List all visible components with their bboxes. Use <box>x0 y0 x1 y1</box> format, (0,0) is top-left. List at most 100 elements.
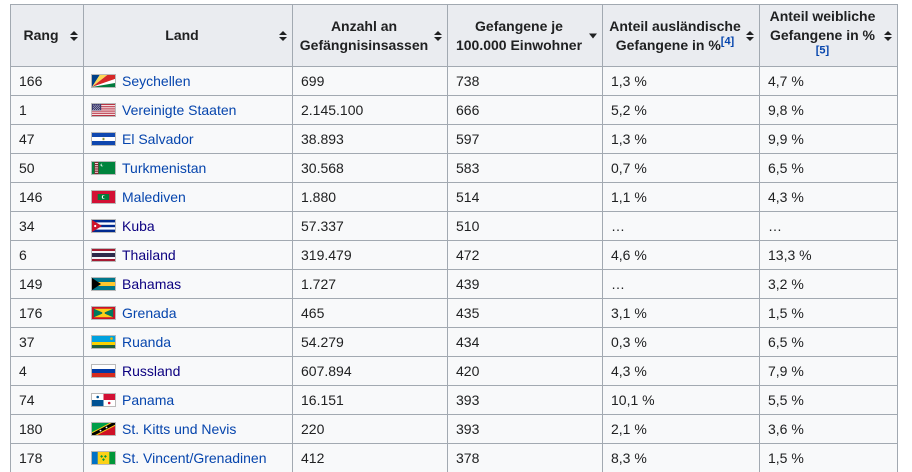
rank-cell: 74 <box>10 385 84 415</box>
female-share-cell: 1,5 % <box>759 443 898 472</box>
country-cell: St. Kitts und Nevis <box>83 414 293 444</box>
table-row: 50 Turkmenistan 30.568 583 0,7 % 6,5 % <box>10 153 898 183</box>
country-link[interactable]: Malediven <box>122 189 186 205</box>
column-label-auslaendisch: Anteil ausländische Gefangene in % <box>609 17 741 53</box>
inmates-count-cell: 2.145.100 <box>292 95 448 125</box>
country-link[interactable]: Russland <box>122 363 181 379</box>
foreign-share-cell: 3,1 % <box>602 298 760 328</box>
female-share-cell: 7,9 % <box>759 356 898 386</box>
foreign-share-cell: 4,3 % <box>602 356 760 386</box>
country-cell: Malediven <box>83 182 293 212</box>
flag-icon-cuba <box>92 220 115 233</box>
sort-descending-icon <box>589 33 597 38</box>
column-label-land: Land <box>165 27 199 43</box>
rank-cell: 176 <box>10 298 84 328</box>
female-share-cell: … <box>759 211 898 241</box>
country-link[interactable]: El Salvador <box>122 131 194 147</box>
foreign-share-cell: 1,3 % <box>602 124 760 154</box>
reference-superscript: [4] <box>721 35 734 47</box>
country-cell: Panama <box>83 385 293 415</box>
country-cell: St. Vincent/Grenadinen <box>83 443 293 472</box>
country-link[interactable]: Grenada <box>122 305 177 321</box>
country-link[interactable]: Kuba <box>122 218 155 234</box>
table-row: 146 Malediven 1.880 514 1,1 % 4,3 % <box>10 182 898 212</box>
female-share-cell: 9,8 % <box>759 95 898 125</box>
prison-statistics-table: Rang Land Anzahl an Gefängnisinsassen Gefan… <box>10 4 898 472</box>
flag-icon-usa <box>92 104 115 117</box>
foreign-share-cell: … <box>602 269 760 299</box>
per-100k-cell: 583 <box>447 153 603 183</box>
per-100k-cell: 514 <box>447 182 603 212</box>
flag-icon-bahamas <box>92 278 115 291</box>
rank-cell: 50 <box>10 153 84 183</box>
foreign-share-cell: … <box>602 211 760 241</box>
reference-link-auslaendisch[interactable]: [4] <box>720 34 735 47</box>
per-100k-cell: 378 <box>447 443 603 472</box>
sort-toggle-icon <box>746 30 754 41</box>
country-cell: Kuba <box>83 211 293 241</box>
table-row: 149 Bahamas 1.727 439… 3,2 % <box>10 269 898 299</box>
table-row: 166 Seychellen 699 738 1,3 % 4,7 % <box>10 66 898 96</box>
country-link[interactable]: Turkmenistan <box>122 160 207 176</box>
column-header-je100k[interactable]: Gefangene je 100.000 Einwohner <box>447 4 603 67</box>
female-share-cell: 6,5 % <box>759 153 898 183</box>
column-label-insassen: Anzahl an Gefängnisinsassen <box>299 17 429 53</box>
country-cell: Grenada <box>83 298 293 328</box>
column-label-rang: Rang <box>23 27 59 43</box>
foreign-share-cell: 2,1 % <box>602 414 760 444</box>
rank-cell: 47 <box>10 124 84 154</box>
per-100k-cell: 510 <box>447 211 603 241</box>
country-link[interactable]: St. Vincent/Grenadinen <box>122 450 267 466</box>
female-share-cell: 9,9 % <box>759 124 898 154</box>
per-100k-cell: 393 <box>447 385 603 415</box>
country-cell: Bahamas <box>83 269 293 299</box>
table-row: 37 Ruanda 54.279 434 0,3 % 6,5 % <box>10 327 898 357</box>
column-header-insassen[interactable]: Anzahl an Gefängnisinsassen <box>292 4 448 67</box>
table-row: 6 Thailand 319.479 472 4,6 % 13,3 % <box>10 240 898 270</box>
column-header-weiblich[interactable]: Anteil weibliche Gefangene in %[5] <box>759 4 898 67</box>
country-link[interactable]: Ruanda <box>122 334 172 350</box>
foreign-share-cell: 4,6 % <box>602 240 760 270</box>
reference-link-weiblich[interactable]: [5] <box>815 44 830 57</box>
country-link[interactable]: Bahamas <box>122 276 182 292</box>
country-link[interactable]: Vereinigte Staaten <box>122 102 237 118</box>
country-link[interactable]: Thailand <box>122 247 176 263</box>
column-header-auslaendisch[interactable]: Anteil ausländische Gefangene in %[4] <box>602 4 760 67</box>
column-header-land[interactable]: Land <box>83 4 293 67</box>
per-100k-cell: 738 <box>447 66 603 96</box>
foreign-share-cell: 1,1 % <box>602 182 760 212</box>
sort-toggle-icon <box>70 30 78 41</box>
column-label-weiblich: Anteil weibliche Gefangene in % <box>769 8 876 43</box>
female-share-cell: 6,5 % <box>759 327 898 357</box>
foreign-share-cell: 1,3 % <box>602 66 760 96</box>
reference-superscript: [5] <box>816 44 829 56</box>
country-cell: Thailand <box>83 240 293 270</box>
foreign-share-cell: 5,2 % <box>602 95 760 125</box>
table-row: 180 St. Kitts und Nevis 220 393 2,1 % 3,6 % <box>10 414 898 444</box>
inmates-count-cell: 54.279 <box>292 327 448 357</box>
female-share-cell: 3,6 % <box>759 414 898 444</box>
female-share-cell: 13,3 % <box>759 240 898 270</box>
flag-icon-el-salvador <box>92 133 115 146</box>
country-link[interactable]: Panama <box>122 392 175 408</box>
inmates-count-cell: 1.727 <box>292 269 448 299</box>
inmates-count-cell: 38.893 <box>292 124 448 154</box>
foreign-share-cell: 0,3 % <box>602 327 760 357</box>
country-link[interactable]: St. Kitts und Nevis <box>122 421 237 437</box>
header-row: Rang Land Anzahl an Gefängnisinsassen Gefan… <box>10 4 898 67</box>
inmates-count-cell: 220 <box>292 414 448 444</box>
table-row: 1 Vereinigte Staaten 2.145.100 666 5,2 % 9,8 … <box>10 95 898 125</box>
table-row: 34 Kuba 57.337 510…… <box>10 211 898 241</box>
column-label-je100k: Gefangene je 100.000 Einwohner <box>455 17 583 53</box>
column-header-rang[interactable]: Rang <box>10 4 84 67</box>
table-row: 74 Panama 16.151 393 10,1 % 5,5 % <box>10 385 898 415</box>
per-100k-cell: 393 <box>447 414 603 444</box>
rank-cell: 180 <box>10 414 84 444</box>
table-row: 178 St. Vincent/Grenadinen 412 378 8,3 % 1,5 … <box>10 443 898 472</box>
flag-icon-seychelles <box>92 75 115 88</box>
per-100k-cell: 597 <box>447 124 603 154</box>
inmates-count-cell: 465 <box>292 298 448 328</box>
country-link[interactable]: Seychellen <box>122 73 191 89</box>
per-100k-cell: 420 <box>447 356 603 386</box>
flag-icon-st-vincent-grenadines <box>92 452 115 465</box>
